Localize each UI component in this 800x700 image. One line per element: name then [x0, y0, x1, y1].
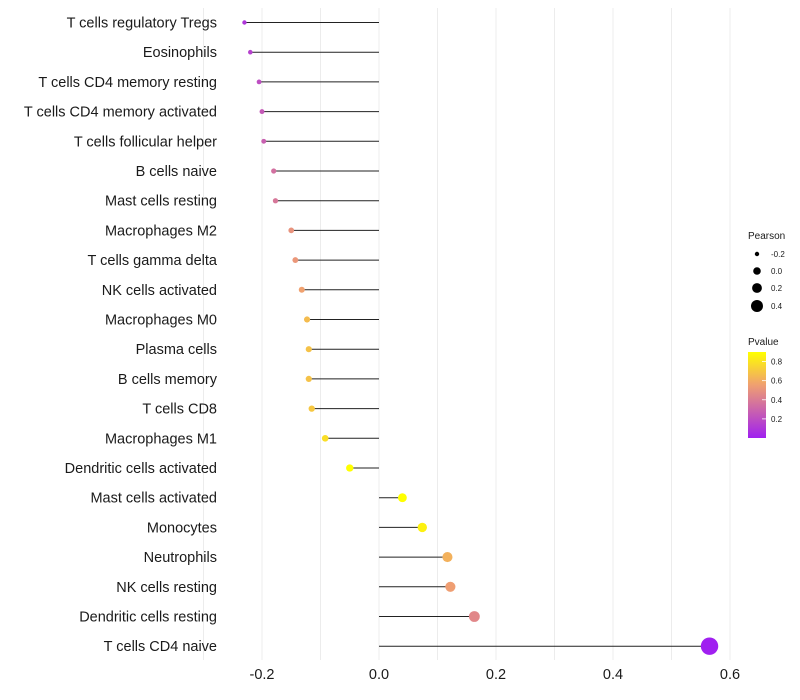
stem-layer — [244, 22, 710, 647]
legend-pvalue-title: Pvalue — [748, 337, 779, 348]
lollipop-point — [256, 79, 262, 85]
lollipop-point — [417, 522, 427, 533]
legend-size-label: 0.2 — [771, 284, 783, 293]
lollipop-point — [305, 346, 312, 353]
category-label: B cells naive — [136, 164, 217, 180]
legend-size-label: -0.2 — [771, 250, 785, 259]
lollipop-point — [261, 138, 267, 144]
legend-size-point — [751, 300, 763, 312]
lollipop-point — [272, 198, 279, 204]
lollipop-point — [292, 257, 299, 264]
legend-color-label: 0.8 — [771, 358, 783, 367]
lollipop-point — [248, 49, 253, 55]
lollipop-point — [288, 227, 295, 234]
x-tick-label: 0.2 — [486, 667, 506, 683]
legend-pearson-title: Pearson — [748, 231, 785, 242]
legend-color-label: 0.4 — [771, 396, 783, 405]
x-tick-label: 0.6 — [720, 667, 740, 683]
lollipop-point — [468, 611, 480, 622]
lollipop-point — [305, 375, 312, 383]
lollipop-point — [445, 581, 456, 592]
category-label: Dendritic cells activated — [65, 461, 217, 477]
category-label: Dendritic cells resting — [79, 610, 217, 626]
point-layer — [242, 20, 719, 655]
lollipop-point — [321, 434, 329, 442]
legend-pvalue: Pvalue 0.2 0.4 0.6 0.8 — [748, 337, 783, 438]
legend-size-point — [753, 267, 761, 275]
lollipop-point — [271, 168, 277, 174]
category-label: T cells CD4 memory resting — [38, 75, 217, 91]
legend-size-point — [754, 251, 760, 257]
legend-color-label: 0.2 — [771, 415, 783, 424]
category-label: T cells follicular helper — [74, 134, 217, 150]
category-label: Neutrophils — [144, 550, 217, 566]
x-tick-label: 0.4 — [603, 667, 623, 683]
lollipop-point — [242, 20, 247, 25]
legend-pearson: Pearson -0.2 0.0 0.2 0.4 — [748, 231, 785, 312]
lollipop-point — [700, 637, 719, 655]
lollipop-point — [303, 316, 311, 323]
category-label: NK cells activated — [102, 283, 217, 299]
category-label: Macrophages M1 — [105, 431, 217, 447]
x-tick-label: 0.0 — [369, 667, 389, 683]
category-label: T cells CD4 naive — [104, 639, 217, 655]
category-label: Mast cells activated — [90, 491, 217, 507]
category-label: NK cells resting — [116, 580, 217, 596]
category-label: Macrophages M0 — [105, 313, 217, 329]
category-label: T cells gamma delta — [88, 253, 218, 269]
x-axis-tick-labels: -0.2 0.0 0.2 0.4 0.6 — [250, 667, 741, 683]
x-tick-label: -0.2 — [250, 667, 275, 683]
legend-color-label: 0.6 — [771, 377, 783, 386]
lollipop-point — [397, 493, 407, 503]
legend-size-label: 0.0 — [771, 267, 783, 276]
category-label: B cells memory — [118, 372, 218, 388]
category-label: Monocytes — [147, 520, 217, 536]
category-labels: T cells regulatory Tregs Eosinophils T cel… — [24, 16, 218, 656]
category-label: Eosinophils — [143, 45, 217, 61]
legend-size-label: 0.4 — [771, 302, 783, 311]
lollipop-point — [259, 109, 265, 115]
category-label: Macrophages M2 — [105, 223, 217, 239]
category-label: T cells regulatory Tregs — [67, 16, 217, 32]
category-label: T cells CD4 memory activated — [24, 105, 217, 121]
grid-layer — [203, 8, 731, 660]
lollipop-point — [308, 405, 315, 412]
lollipop-point — [298, 286, 305, 293]
legend-size-point — [752, 283, 762, 293]
category-label: Mast cells resting — [105, 194, 217, 210]
category-label: Plasma cells — [136, 342, 217, 358]
lollipop-point — [346, 464, 354, 472]
category-label: T cells CD8 — [142, 402, 217, 418]
lollipop-point — [442, 552, 453, 563]
pvalue-colorbar — [748, 352, 766, 438]
